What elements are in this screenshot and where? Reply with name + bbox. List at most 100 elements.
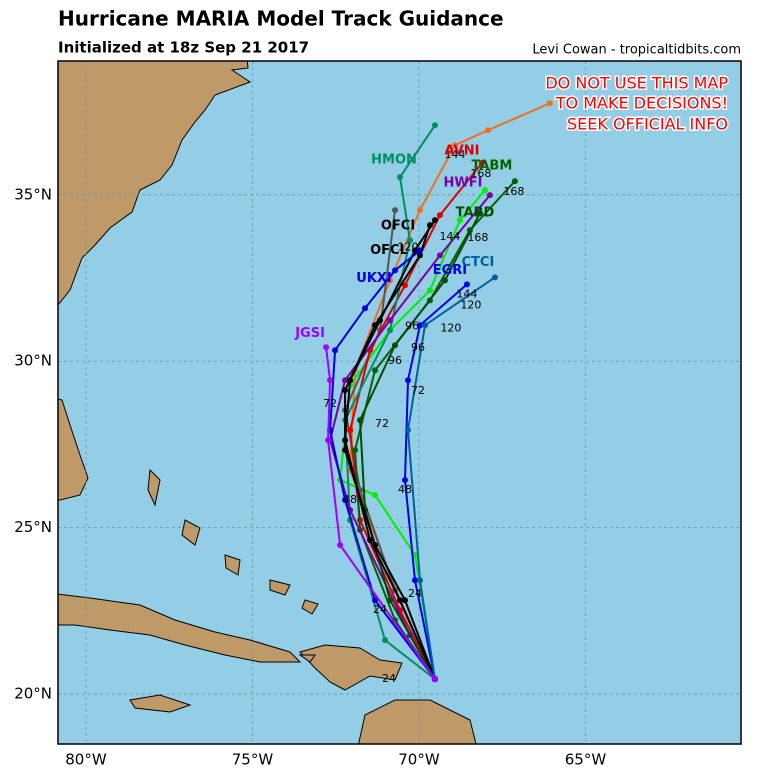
forecast-hour: 24	[373, 603, 387, 616]
track-point	[476, 210, 483, 217]
forecast-hour: 24	[408, 587, 422, 600]
track-point	[372, 367, 379, 374]
model-label: HWFI	[443, 176, 482, 191]
model-label: AVNI	[444, 144, 479, 159]
title: Hurricane MARIA Model Track Guidance	[58, 7, 504, 31]
forecast-hour: 120	[397, 240, 418, 253]
track-point	[396, 174, 403, 181]
forecast-hour: 144	[444, 148, 465, 161]
track-point	[411, 247, 418, 254]
forecast-hour: 144	[439, 230, 460, 243]
y-tick-label: 30°N	[14, 352, 52, 370]
track-point	[357, 417, 364, 424]
forecast-hour: 120	[440, 321, 461, 334]
track-point	[478, 160, 485, 167]
track-line	[329, 249, 436, 680]
track-point	[404, 377, 411, 384]
track-point	[486, 192, 493, 199]
track-point	[431, 217, 438, 224]
credit: Levi Cowan - tropicaltidbits.com	[532, 43, 741, 58]
track-point	[416, 247, 423, 254]
y-tick-label: 25°N	[14, 518, 52, 536]
forecast-hour: 72	[411, 384, 425, 397]
forecast-hour: 120	[460, 298, 481, 311]
track-point	[511, 178, 518, 185]
track-point	[411, 577, 418, 584]
model-label: TABD	[456, 206, 495, 221]
track-point	[436, 212, 443, 219]
track-line	[344, 224, 436, 680]
track-point	[372, 541, 379, 548]
track-point	[387, 327, 394, 334]
track-line	[329, 194, 491, 680]
track-point	[546, 100, 553, 107]
track-point	[342, 497, 349, 504]
forecast-hour: 168	[503, 185, 524, 198]
track-point	[392, 207, 399, 214]
track-point	[431, 676, 438, 683]
track-point	[382, 637, 389, 644]
track-point	[387, 597, 394, 604]
track-point	[401, 282, 408, 289]
track-point	[387, 317, 394, 324]
forecast-hour: 168	[467, 231, 488, 244]
land	[58, 61, 477, 744]
forecast-hour: 96	[411, 341, 425, 354]
track-point	[451, 142, 458, 149]
track-line	[344, 124, 436, 680]
frame	[57, 60, 742, 745]
track-point	[342, 447, 349, 454]
track-point	[401, 477, 408, 484]
track-point	[416, 577, 423, 584]
track-point	[463, 281, 470, 288]
x-tick-label: 65°W	[565, 751, 607, 768]
track-point	[481, 187, 488, 194]
track-point	[421, 322, 428, 329]
track-point	[416, 207, 423, 214]
model-label: UKXI	[356, 271, 392, 286]
track-point	[337, 541, 344, 548]
forecast-hour: 48	[398, 483, 412, 496]
warning: TO MAKE DECISIONS!	[555, 94, 728, 113]
track-line	[344, 219, 436, 680]
track-point	[431, 122, 438, 129]
model-label: EGRI	[433, 263, 467, 278]
y-tick-label: 20°N	[14, 685, 52, 703]
track-point	[347, 427, 354, 434]
x-tick-label: 80°W	[65, 751, 107, 768]
track-point	[327, 377, 334, 384]
track-point	[372, 492, 379, 499]
model-label: OFCL	[370, 243, 408, 258]
track-point	[367, 536, 374, 543]
subtitle: Initialized at 18z Sep 21 2017	[58, 39, 309, 57]
track-point	[406, 237, 413, 244]
track-point	[436, 252, 443, 259]
track-point	[342, 387, 349, 394]
track-point	[404, 427, 411, 434]
track-point	[426, 287, 433, 294]
y-tick-label: 35°N	[14, 185, 52, 203]
track-point	[372, 322, 379, 329]
track-point	[426, 222, 433, 229]
forecast-hour: 144	[456, 287, 477, 300]
model-label: JGSI	[294, 326, 325, 341]
track-point	[401, 597, 408, 604]
warning: DO NOT USE THIS MAP	[545, 74, 728, 93]
forecast-hour: 24	[382, 672, 396, 685]
track-point	[325, 437, 332, 444]
model-label: OFCI	[381, 219, 415, 234]
track-point	[416, 252, 423, 259]
forecast-hour: 48	[343, 493, 357, 506]
warning: SEEK OFFICIAL INFO	[567, 115, 728, 134]
track-point	[392, 342, 399, 349]
track-point	[396, 597, 403, 604]
model-label: HMON	[371, 153, 417, 168]
track-point	[491, 274, 498, 281]
forecast-hour: 96	[388, 354, 402, 367]
forecast-hour: 72	[375, 417, 389, 430]
forecast-hour: 96	[405, 319, 419, 332]
x-tick-label: 70°W	[398, 751, 440, 768]
forecast-hour: 72	[323, 397, 337, 410]
